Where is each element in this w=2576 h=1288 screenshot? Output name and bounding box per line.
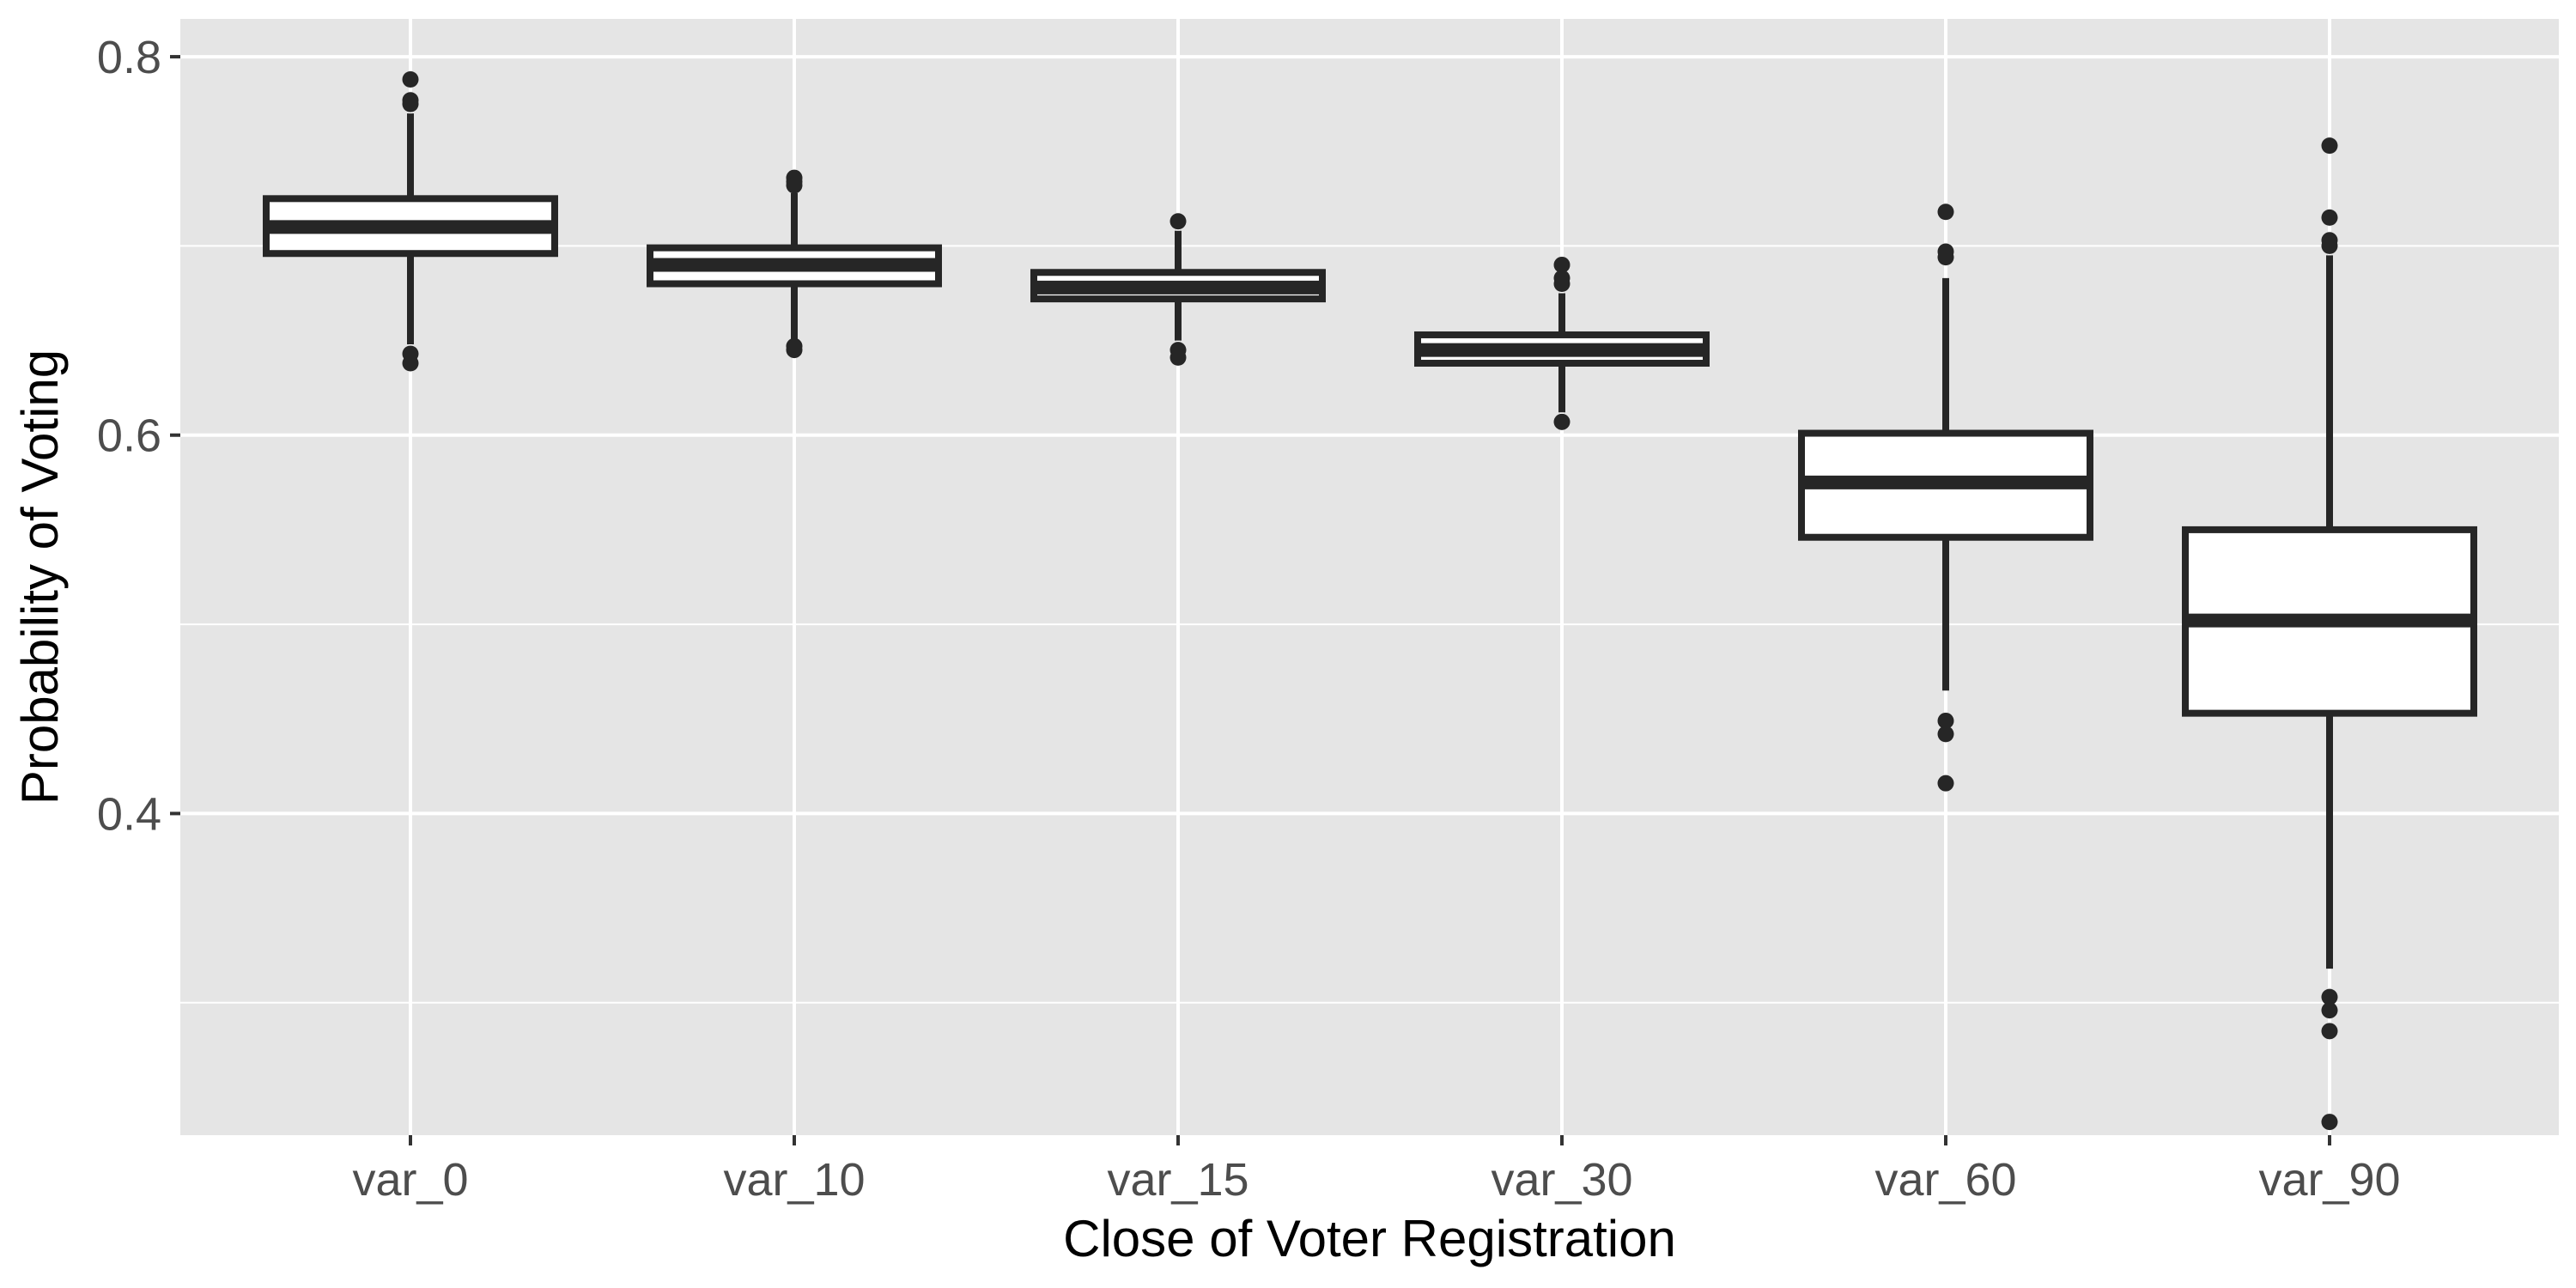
outlier-point [2321,988,2338,1005]
outlier-point [1553,256,1571,273]
outlier-point [1937,249,1954,266]
x-tick-label: var_90 [2258,1154,2400,1206]
boxes-layer [263,71,2477,1131]
outlier-point [1553,413,1571,430]
outlier-point [1937,775,1954,792]
outlier-point [1937,726,1954,743]
outlier-point [2321,1114,2338,1131]
outlier-point [2321,237,2338,254]
box-group-var_0 [263,71,558,372]
box-group-var_90 [2182,137,2477,1131]
y-axis-title: Probability of Voting [11,349,69,805]
outlier-point [2321,1023,2338,1040]
outlier-point [402,355,419,372]
outlier-point [786,342,803,359]
y-tick-labels: 0.4 0.6 0.8 [97,32,180,840]
outlier-point [1937,204,1954,221]
x-tick-label: var_15 [1107,1154,1249,1206]
box-group-var_60 [1798,204,2093,792]
y-tick-label: 0.8 [97,32,161,83]
outlier-point [1170,349,1187,366]
box-group-var_15 [1030,213,1326,366]
outlier-point [2321,1002,2338,1019]
x-tick-label: var_30 [1491,1154,1632,1206]
x-tick-label: var_60 [1874,1154,2016,1206]
outlier-point [402,95,419,112]
x-tick-label: var_10 [723,1154,865,1206]
outlier-point [402,71,419,88]
outlier-point [2321,137,2338,155]
outlier-point [1553,275,1571,292]
y-tick-label: 0.6 [97,410,161,462]
outlier-point [1937,712,1954,729]
outlier-point [1170,213,1187,230]
y-tick-label: 0.4 [97,788,161,840]
outlier-point [786,177,803,194]
box-group-var_30 [1414,256,1710,430]
plot-panel [180,19,2559,1135]
x-tick-labels: var_0 var_10 var_15 var_30 var_60 var_90 [352,1135,2401,1206]
outlier-point [2321,209,2338,226]
box-group-var_10 [647,169,942,359]
x-tick-label: var_0 [352,1154,468,1206]
x-axis-title: Close of Voter Registration [1063,1210,1676,1267]
